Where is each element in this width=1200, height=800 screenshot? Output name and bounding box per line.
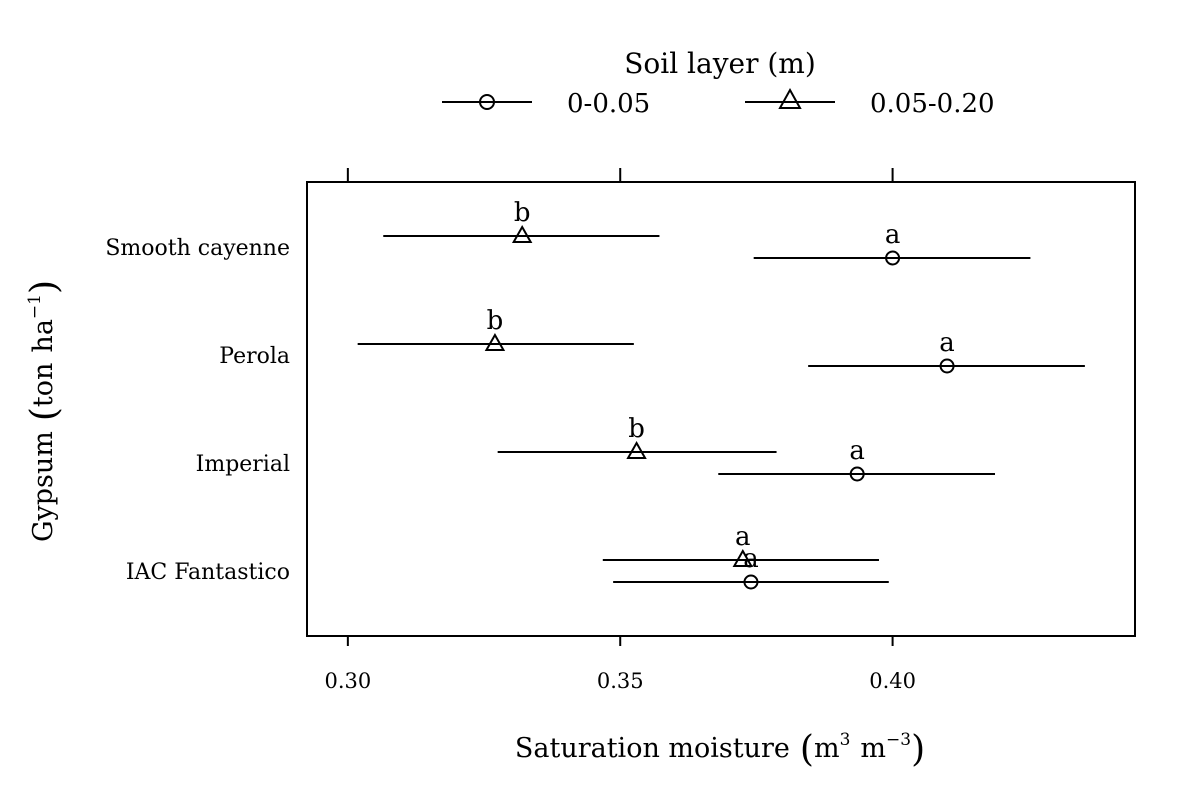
- legend-triangle-icon: [778, 87, 802, 109]
- legend-label: 0.05-0.20: [870, 89, 995, 119]
- category-label: Imperial: [196, 452, 290, 477]
- x-axis: 0.30 0.35 0.40: [324, 168, 916, 693]
- point-circle: [885, 250, 901, 266]
- legend-entry-triangle: 0.05-0.20: [745, 87, 995, 119]
- legend-title: Soil layer (m): [624, 47, 816, 80]
- legend-label: 0-0.05: [567, 89, 650, 119]
- group-letter: b: [514, 198, 531, 228]
- group-letter: a: [885, 220, 901, 250]
- category-label: Smooth cayenne: [105, 236, 290, 261]
- point-triangle: [626, 440, 647, 459]
- group-letter: b: [628, 414, 645, 444]
- point-triangle: [511, 224, 533, 243]
- point-circle: [849, 466, 865, 482]
- y-axis-title: Gypsum(tonha−1): [24, 280, 65, 542]
- y-axis: Smooth cayenne Perola Imperial IAC Fantasti…: [105, 236, 290, 585]
- group-letter: b: [487, 306, 504, 336]
- point-triangle: [484, 332, 506, 351]
- category-label: Perola: [219, 344, 290, 369]
- x-tick-label: 0.35: [597, 669, 644, 693]
- plot-marks: aaaabbba: [357, 198, 1085, 590]
- group-letter: a: [939, 328, 955, 358]
- legend-entry-circle: 0-0.05: [442, 89, 650, 119]
- point-circle: [939, 358, 955, 374]
- category-label: IAC Fantastico: [126, 560, 290, 585]
- group-letter: a: [735, 522, 751, 552]
- series-circle: a a a a: [613, 220, 1085, 590]
- point-circle: [743, 574, 759, 590]
- legend-circle-icon: [479, 94, 495, 110]
- point-triangle: [732, 548, 754, 567]
- group-letter: a: [849, 436, 865, 466]
- plot-frame: [306, 181, 1136, 637]
- legend: Soil layer (m) 0-0.05 0.05-0.20: [442, 47, 995, 119]
- x-axis-title: Saturation moisture (m3 m−3): [515, 729, 925, 770]
- x-tick-label: 0.40: [869, 669, 916, 693]
- series-triangle: b b b a: [357, 198, 879, 567]
- x-tick-label: 0.30: [324, 669, 371, 693]
